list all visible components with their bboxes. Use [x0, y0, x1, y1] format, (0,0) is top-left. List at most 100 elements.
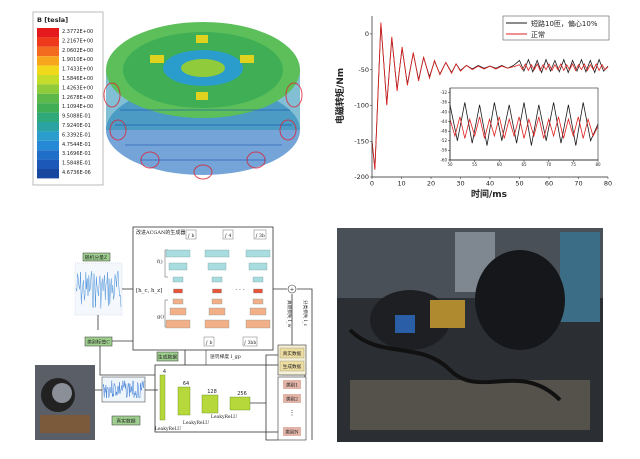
colorbar-swatch — [37, 112, 59, 122]
generator-layer-block — [245, 319, 271, 329]
chart-inset: 50 55 60 65 70 75 80 -32 -36 -40 -44 -48 -52 -56 -60 — [440, 87, 601, 167]
acgan-diagram: 改进ACGAN的生成器 随机分量Z [h_c, h_z] f() g() · ·… — [35, 226, 313, 441]
y-tick-label: -40 — [440, 109, 447, 114]
discriminator-layer-block — [177, 386, 191, 416]
y-tick-label: -150 — [354, 137, 369, 145]
y-tick-label: 0 — [365, 30, 369, 38]
generator-layer-block — [245, 249, 271, 258]
colorbar-swatch — [37, 103, 59, 113]
colorbar-value: 1.4263E+00 — [62, 85, 93, 91]
colorbar-value: 1.5848E-01 — [62, 161, 91, 167]
generator-layer-block — [173, 288, 183, 294]
output-class-ellipsis: ⋮ — [289, 409, 296, 417]
generator-layers — [165, 249, 271, 329]
gradient-penalty-label: 惩罚梯度 l_gp — [210, 353, 241, 360]
generator-layer-block — [212, 288, 222, 294]
series-line-1 — [449, 116, 599, 139]
colorbar-swatch — [37, 56, 59, 66]
y-tick-label: -36 — [440, 100, 447, 105]
x-axis-label: 时间/ms — [471, 188, 507, 200]
colorbar-value: 4.7544E-01 — [62, 142, 91, 148]
colorbar-value: 1.7433E+00 — [62, 67, 93, 73]
noise-label: 随机分量Z — [85, 254, 108, 261]
generator-title: 改进ACGAN的生成器 — [136, 229, 185, 236]
noise-signal-line — [75, 270, 122, 309]
generator-layer-block — [204, 319, 230, 329]
layer-size-label: 64 — [183, 381, 189, 387]
x-tick-label: 80 — [604, 180, 612, 188]
x-tick-label: 50 — [515, 180, 523, 188]
class-label-box — [84, 336, 113, 347]
x-tick-label: 0 — [370, 180, 374, 188]
colorbar-value: 1.9010E+00 — [62, 57, 93, 63]
generated-data-box — [156, 351, 179, 362]
discriminator-layer-block — [201, 394, 219, 414]
generator-layer-block — [211, 276, 223, 283]
generator-layer-block — [172, 298, 184, 305]
colorbar-value: 1.1094E+00 — [62, 104, 93, 110]
x-tick-label: 70 — [574, 180, 582, 188]
generator-layer-block — [252, 276, 264, 283]
y-tick-label: -32 — [440, 90, 447, 95]
colorbar-value: 2.0602E+00 — [62, 48, 93, 54]
colorbar-swatch — [37, 46, 59, 57]
discriminator-layers: 4 LeakyReLU 64 LeakyReLU 128 LeakyReLU 256 — [155, 369, 251, 432]
x-tick-label: 75 — [571, 162, 577, 167]
colorbar-swatch — [37, 93, 59, 104]
y-tick-label: -52 — [440, 138, 447, 143]
layer-size-label: 128 — [207, 389, 217, 395]
class-label: 类别标签C — [87, 339, 110, 346]
x-tick-label: 60 — [545, 180, 553, 188]
magnetic-field-simulation: B [tesla] 2.3772E+00 2.2167E+00 2.0602E+00… — [32, 11, 303, 186]
colorbar-value: 9.5088E-01 — [62, 114, 91, 120]
f-function-label: f() — [157, 258, 163, 265]
generated-data-label: 生成数据 — [158, 354, 177, 361]
x-tick-label: 40 — [486, 180, 494, 188]
x-tick-label: 60 — [497, 162, 503, 167]
x-tick-label: 20 — [427, 180, 435, 188]
generator-layer-block — [208, 307, 226, 316]
y-tick-label: -100 — [354, 102, 369, 110]
g-function-label: g() — [157, 313, 164, 320]
noise-signal-plot — [74, 262, 123, 316]
torque-chart: 0 10 20 30 40 50 60 70 800-50-100-150-200 时间/ms … — [334, 15, 612, 200]
hidden-vector-label: [h_c, h_z] — [136, 288, 162, 294]
output-fake: 生成数据 — [283, 363, 302, 370]
x-tick-label: 30 — [456, 180, 464, 188]
series-line-1 — [371, 22, 609, 170]
colorbar: 2.3772E+00 2.2167E+00 2.0602E+00 1.9010E+00… — [37, 28, 93, 179]
y-tick-label: -44 — [440, 119, 447, 124]
y-tick-label: -50 — [358, 66, 369, 74]
x-tick-label: 10 — [397, 180, 405, 188]
integral-label: ∫ 3b — [255, 233, 265, 239]
colorbar-value: 2.3772E+00 — [62, 29, 93, 35]
colorbar-value: 2.2167E+00 — [62, 38, 93, 44]
colorbar-swatch — [37, 159, 59, 169]
colorbar-swatch — [37, 169, 59, 179]
plot-background — [450, 88, 598, 160]
discriminator-layer-block — [229, 396, 251, 411]
adversarial-loss-label: 真假损失 l_w — [286, 300, 293, 328]
x-tick-label: 70 — [546, 162, 552, 167]
chart-legend: 短路10匝，偏心10% 正常 — [502, 15, 610, 41]
real-data-label: 真实数据 — [116, 418, 135, 425]
y-axis-label: 电磁转矩/Nm — [334, 68, 346, 124]
colorbar-swatch — [37, 150, 59, 160]
y-tick-label: -56 — [440, 148, 447, 153]
colorbar-swatch — [37, 131, 59, 141]
colorbar-value: 7.9240E-01 — [62, 123, 91, 129]
colorbar-value: 3.1696E-01 — [62, 151, 91, 157]
motor-field-render — [103, 22, 303, 180]
discriminator-layer-block — [159, 374, 166, 421]
y-tick-label: -200 — [354, 173, 369, 181]
generator-layer-block — [169, 307, 187, 316]
noise-label-box — [82, 252, 111, 262]
x-tick-label: 55 — [472, 162, 478, 167]
activation-label: LeakyReLU — [183, 420, 209, 426]
generator-box — [132, 226, 274, 351]
colorbar-swatch — [37, 65, 59, 75]
generator-layer-block — [211, 298, 223, 305]
classification-loss-label: 分类损失 l_c — [302, 300, 309, 327]
series-line-0 — [449, 102, 599, 146]
